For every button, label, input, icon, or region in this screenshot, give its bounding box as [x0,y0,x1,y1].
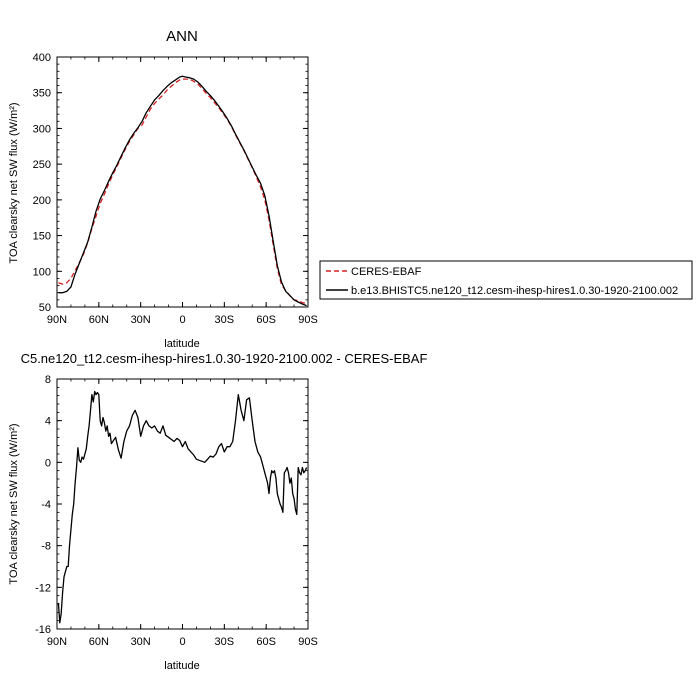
top-ytick-label: 150 [33,231,51,243]
bottom-xtick-label: 0 [179,636,185,648]
bottom-ytick-label: 0 [45,457,51,469]
top-ylabel: TOA clearsky net SW flux (W/m²) [8,102,20,263]
bottom-xlabel: latitude [164,660,199,672]
bottom-ticks: 90N 60N 30N 0 30S 60S 90S 8 4 0 -4 -8 -12 -16 [35,374,318,648]
top-series-line-0 [58,78,307,305]
legend-label-model: b.e13.BHISTC5.ne120_t12.cesm-ihesp-hires… [351,285,678,297]
top-xtick-label: 0 [179,314,185,326]
bottom-ytick-label: -8 [41,541,51,553]
top-xlabel: latitude [164,338,199,350]
top-xtick-label: 60N [89,314,109,326]
bottom-ytick-label: 4 [45,416,51,428]
top-series-line-1 [58,75,307,307]
top-ytick-label: 350 [33,88,51,100]
bottom-ylabel: TOA clearsky net SW flux (W/m²) [8,423,20,584]
top-ytick-label: 300 [33,123,51,135]
top-ytick-label: 200 [33,195,51,207]
bottom-ytick-label: -4 [41,499,51,511]
top-ytick-label: 50 [39,302,51,314]
top-xtick-label: 60S [256,314,276,326]
legend: CERES-EBAF b.e13.BHISTC5.ne120_t12.cesm-… [319,260,693,300]
top-xtick-label: 30N [131,314,151,326]
top-ytick-label: 250 [33,159,51,171]
top-plot-lines [58,75,307,307]
bottom-ytick-label: -16 [35,624,51,636]
bottom-series-line-0 [57,390,308,624]
top-xtick-label: 90S [298,314,318,326]
bottom-xtick-label: 30N [131,636,151,648]
legend-label-ceres: CERES-EBAF [351,266,422,278]
top-panel-title: ANN [166,28,198,45]
top-xtick-label: 90N [47,314,67,326]
top-xtick-label: 30S [215,314,235,326]
top-ytick-label: 400 [33,52,51,64]
bottom-plot-lines [57,390,308,624]
bottom-xtick-label: 30S [215,636,235,648]
bottom-xtick-label: 60S [256,636,276,648]
bottom-ytick-label: -12 [35,582,51,594]
top-ticks: 90N 60N 30N 0 30S 60S 90S 50 100 150 200 250 300 350 4… [33,52,318,326]
bottom-plot-frame [56,378,309,630]
bottom-xtick-label: 90S [298,636,318,648]
bottom-ytick-label: 8 [45,374,51,386]
legend-box [319,260,693,300]
top-ytick-label: 100 [33,266,51,278]
bottom-panel: C5.ne120_t12.cesm-ihesp-hires1.0.30-1920… [8,351,427,672]
bottom-xtick-label: 90N [47,636,67,648]
bottom-panel-title: C5.ne120_t12.cesm-ihesp-hires1.0.30-1920… [21,351,428,366]
top-plot-frame [56,56,309,308]
bottom-xtick-label: 60N [89,636,109,648]
top-panel: ANN 90N 60N 30N 0 30S 60S 90S 50 100 150 200 250 300… [8,28,693,350]
